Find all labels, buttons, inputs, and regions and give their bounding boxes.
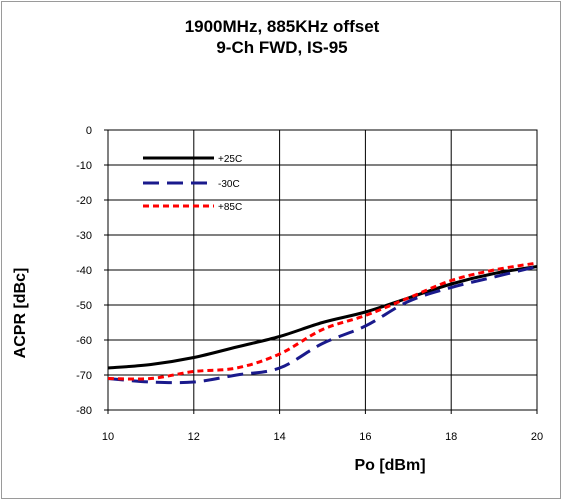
y-tick-label: -20 (76, 195, 92, 207)
chart-title: 1900MHz, 885KHz offset (184, 17, 380, 36)
legend-label: +25C (218, 154, 242, 165)
y-tick-label: -30 (76, 230, 92, 242)
y-tick-label: -60 (76, 335, 92, 347)
chart-subtitle: 9-Ch FWD, IS-95 (216, 38, 348, 57)
legend-label: -30C (218, 179, 240, 190)
series-line-30c (107, 265, 538, 385)
series-line-25c (107, 265, 538, 370)
x-tick-label: 20 (531, 431, 543, 443)
series-line-85c (107, 261, 538, 381)
legend-label: +85C (218, 202, 242, 213)
y-tick-label: -70 (76, 370, 92, 382)
y-tick-label: -50 (76, 300, 92, 312)
x-tick-label: 18 (445, 431, 457, 443)
x-tick-label: 16 (359, 431, 371, 443)
y-tick-label: -80 (76, 405, 92, 417)
x-tick-label: 10 (102, 431, 114, 443)
x-axis-label: Po [dBm] (354, 457, 426, 474)
x-tick-label: 14 (273, 431, 285, 443)
x-tick-label: 12 (188, 431, 200, 443)
y-tick-label: -40 (76, 265, 92, 277)
y-tick-label: 0 (86, 125, 92, 137)
y-tick-label: -10 (76, 160, 92, 172)
